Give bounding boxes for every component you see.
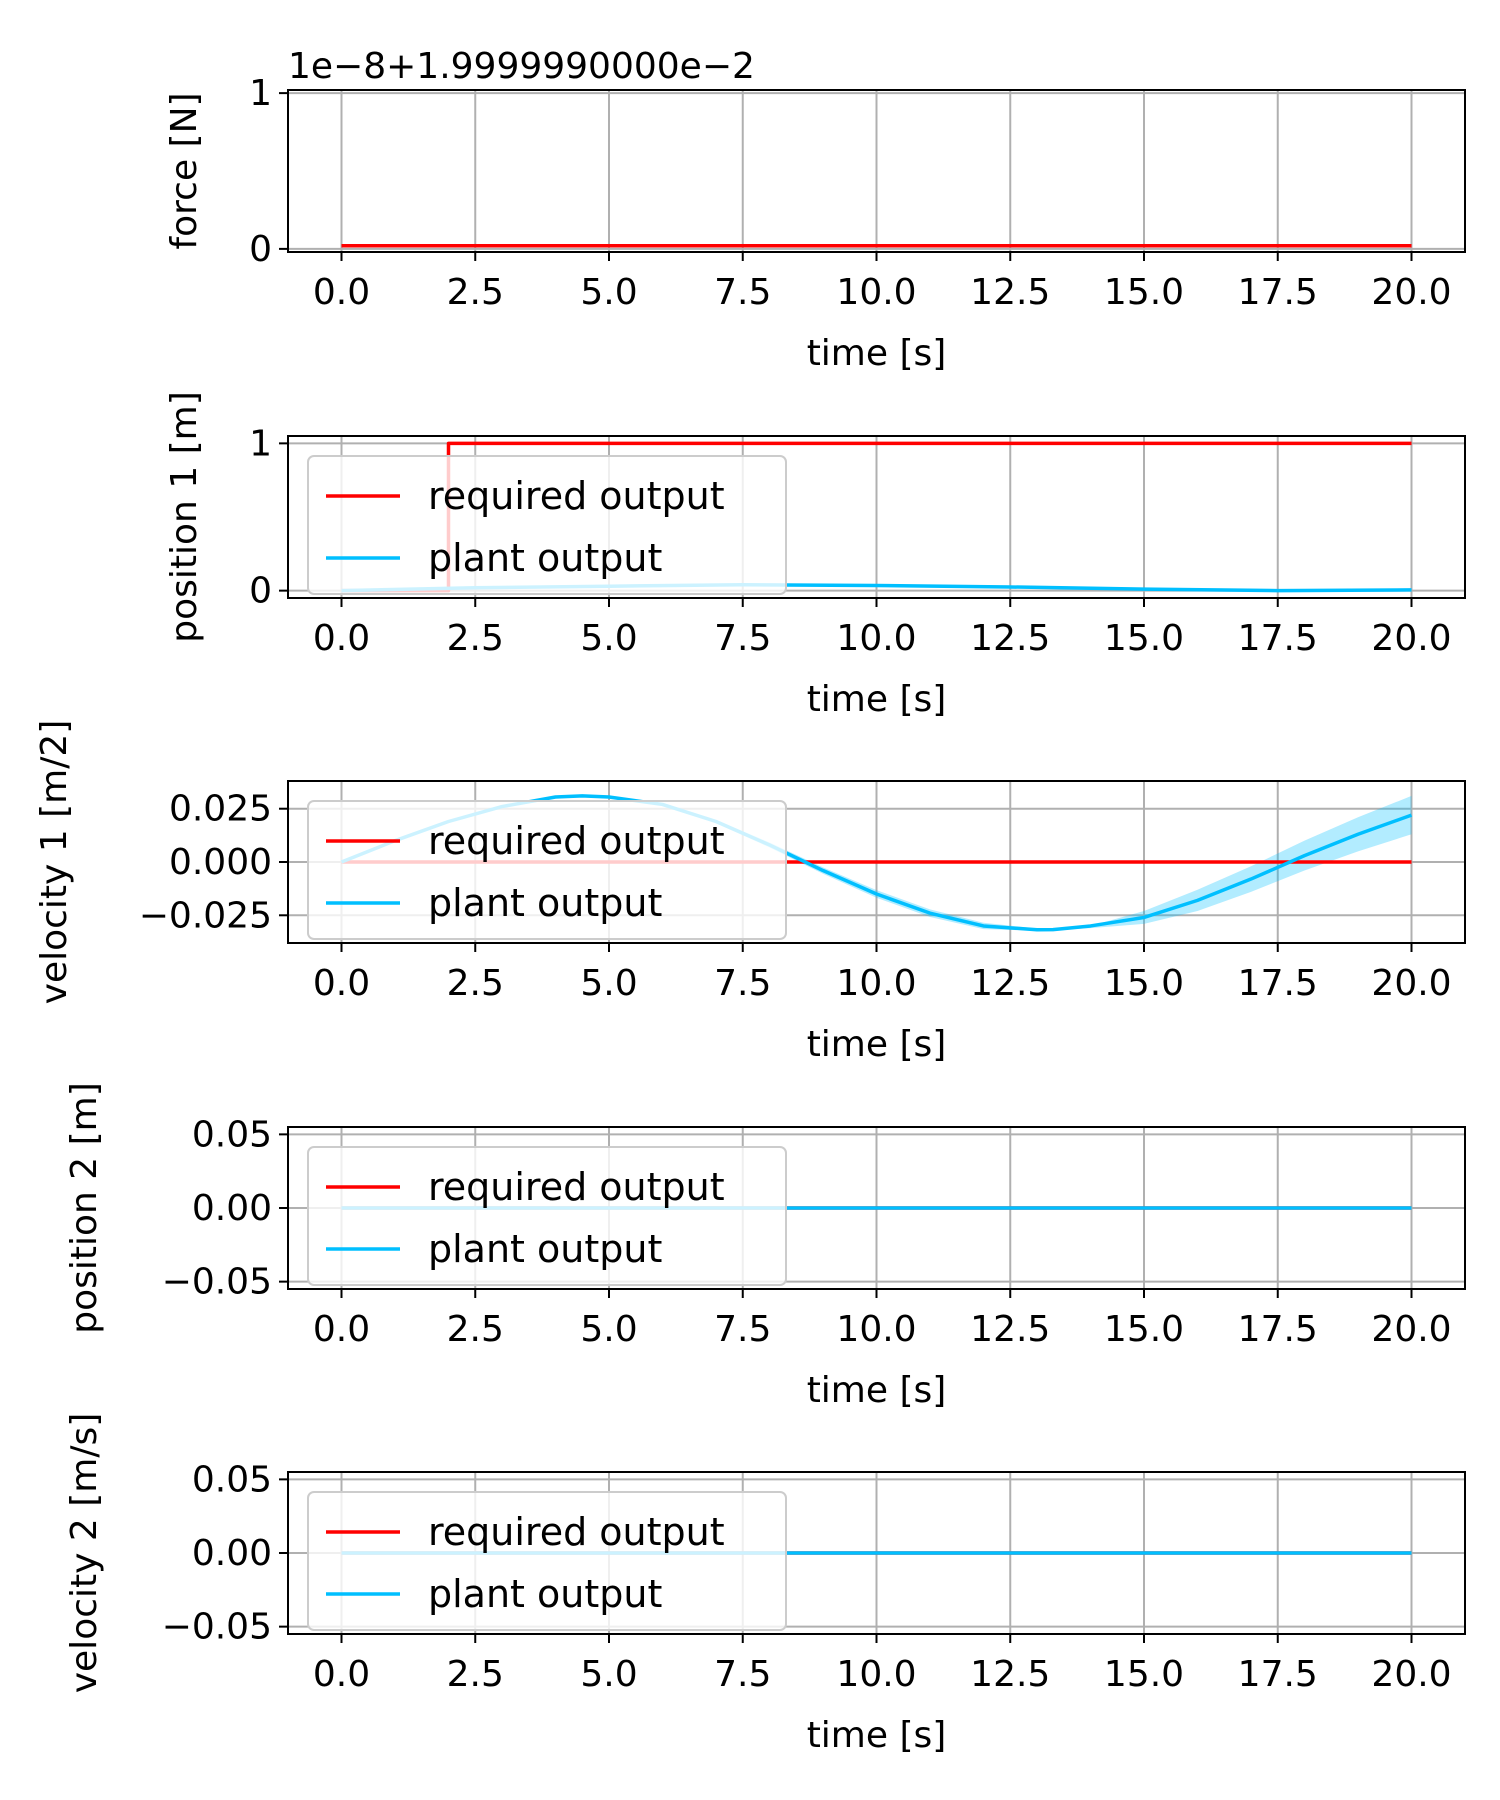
legend-box xyxy=(307,800,787,940)
x-tick-label: 5.0 xyxy=(580,963,637,1004)
x-axis-label: time [s] xyxy=(807,1715,947,1756)
y-tick-label: 1 xyxy=(249,73,272,114)
x-tick-label: 17.5 xyxy=(1238,1654,1318,1695)
x-tick-label: 5.0 xyxy=(580,1309,637,1350)
x-tick-label: 5.0 xyxy=(580,618,637,659)
x-tick-label: 5.0 xyxy=(580,272,637,313)
x-tick-label: 20.0 xyxy=(1371,1654,1451,1695)
x-tick-label: 17.5 xyxy=(1238,618,1318,659)
chart-panel-4: 0.0 2.5 5.0 7.5 10.0 12.5 15.0 17.5 20.0 0.05 0.00… xyxy=(64,1082,1466,1411)
legend-label-required-output: required output xyxy=(428,474,725,518)
x-tick-label: 20.0 xyxy=(1371,272,1451,313)
x-axis-label: time [s] xyxy=(807,333,947,374)
x-tick-label: 20.0 xyxy=(1371,618,1451,659)
legend-label-required-output: required output xyxy=(428,1510,725,1554)
x-tick-label: 10.0 xyxy=(836,272,916,313)
x-tick-label: 12.5 xyxy=(970,963,1050,1004)
y-tick-label: −0.05 xyxy=(162,1607,272,1648)
x-tick-label: 7.5 xyxy=(714,272,771,313)
axis-offset-text: 1e−8+1.9999990000e−2 xyxy=(288,46,755,87)
legend-label-plant-output: plant output xyxy=(428,1227,662,1271)
legend-label-plant-output: plant output xyxy=(428,536,662,580)
x-tick-label: 7.5 xyxy=(714,618,771,659)
y-tick-label: 0 xyxy=(249,571,272,612)
x-tick-label: 7.5 xyxy=(714,1654,771,1695)
legend-label-required-output: required output xyxy=(428,1165,725,1209)
x-tick-label: 10.0 xyxy=(836,618,916,659)
y-axis-label: velocity 1 [m/2] xyxy=(34,720,75,1005)
legend-label-plant-output: plant output xyxy=(428,881,662,925)
legend: required output plant output xyxy=(307,455,787,595)
y-tick-label: 0.000 xyxy=(169,842,272,883)
x-tick-label: 15.0 xyxy=(1104,1654,1184,1695)
chart-panel-3: 0.0 2.5 5.0 7.5 10.0 12.5 15.0 17.5 20.0 0.025 0.0… xyxy=(34,720,1466,1065)
y-tick-label: 1 xyxy=(249,423,272,464)
x-tick-label: 12.5 xyxy=(970,272,1050,313)
x-tick-label: 0.0 xyxy=(313,1309,370,1350)
x-tick-label: 0.0 xyxy=(313,963,370,1004)
legend-box xyxy=(307,455,787,595)
y-tick-label: −0.05 xyxy=(162,1262,272,1303)
chart-panel-1: 0.0 2.5 5.0 7.5 10.0 12.5 15.0 17.5 20.0 0 1 time [… xyxy=(164,46,1466,374)
x-tick-label: 5.0 xyxy=(580,1654,637,1695)
legend-box xyxy=(307,1146,787,1286)
x-tick-label: 0.0 xyxy=(313,272,370,313)
legend: required output plant output xyxy=(307,800,787,940)
x-tick-label: 12.5 xyxy=(970,1654,1050,1695)
y-tick-label: 0.00 xyxy=(192,1533,272,1574)
x-tick-label: 2.5 xyxy=(447,1654,504,1695)
y-tick-label: 0.05 xyxy=(192,1114,272,1155)
y-tick-label: 0.05 xyxy=(192,1459,272,1500)
x-axis-label: time [s] xyxy=(807,679,947,720)
x-tick-label: 2.5 xyxy=(447,618,504,659)
x-tick-label: 15.0 xyxy=(1104,1309,1184,1350)
x-tick-label: 2.5 xyxy=(447,963,504,1004)
x-tick-label: 17.5 xyxy=(1238,1309,1318,1350)
y-axis-label: velocity 2 [m/s] xyxy=(64,1413,105,1694)
x-tick-label: 7.5 xyxy=(714,1309,771,1350)
legend-label-required-output: required output xyxy=(428,819,725,863)
legend: required output plant output xyxy=(307,1491,787,1631)
y-tick-label: 0.00 xyxy=(192,1188,272,1229)
x-tick-label: 7.5 xyxy=(714,963,771,1004)
x-tick-label: 20.0 xyxy=(1371,1309,1451,1350)
y-axis-label: position 1 [m] xyxy=(164,391,205,643)
y-tick-label: 0.025 xyxy=(169,789,272,830)
chart-panel-2: 0.0 2.5 5.0 7.5 10.0 12.5 15.0 17.5 20.0 0 1 time [… xyxy=(164,391,1466,720)
x-tick-label: 2.5 xyxy=(447,1309,504,1350)
x-tick-label: 2.5 xyxy=(447,272,504,313)
x-tick-label: 15.0 xyxy=(1104,963,1184,1004)
x-tick-label: 12.5 xyxy=(970,1309,1050,1350)
y-axis-label: position 2 [m] xyxy=(64,1082,105,1334)
x-axis-label: time [s] xyxy=(807,1024,947,1065)
x-tick-label: 0.0 xyxy=(313,1654,370,1695)
chart-panel-5: 0.0 2.5 5.0 7.5 10.0 12.5 15.0 17.5 20.0 0.05 0.00… xyxy=(64,1413,1466,1756)
x-tick-label: 20.0 xyxy=(1371,963,1451,1004)
y-tick-label: −0.025 xyxy=(139,895,272,936)
y-tick-label: 0 xyxy=(249,229,272,270)
x-tick-label: 0.0 xyxy=(313,618,370,659)
y-axis-label: force [N] xyxy=(164,92,205,249)
x-tick-label: 10.0 xyxy=(836,1654,916,1695)
x-tick-label: 10.0 xyxy=(836,963,916,1004)
x-tick-label: 12.5 xyxy=(970,618,1050,659)
x-tick-label: 15.0 xyxy=(1104,618,1184,659)
x-tick-label: 17.5 xyxy=(1238,963,1318,1004)
x-tick-label: 17.5 xyxy=(1238,272,1318,313)
legend-label-plant-output: plant output xyxy=(428,1572,662,1616)
legend: required output plant output xyxy=(307,1146,787,1286)
x-tick-label: 15.0 xyxy=(1104,272,1184,313)
x-tick-label: 10.0 xyxy=(836,1309,916,1350)
legend-box xyxy=(307,1491,787,1631)
x-axis-label: time [s] xyxy=(807,1370,947,1411)
